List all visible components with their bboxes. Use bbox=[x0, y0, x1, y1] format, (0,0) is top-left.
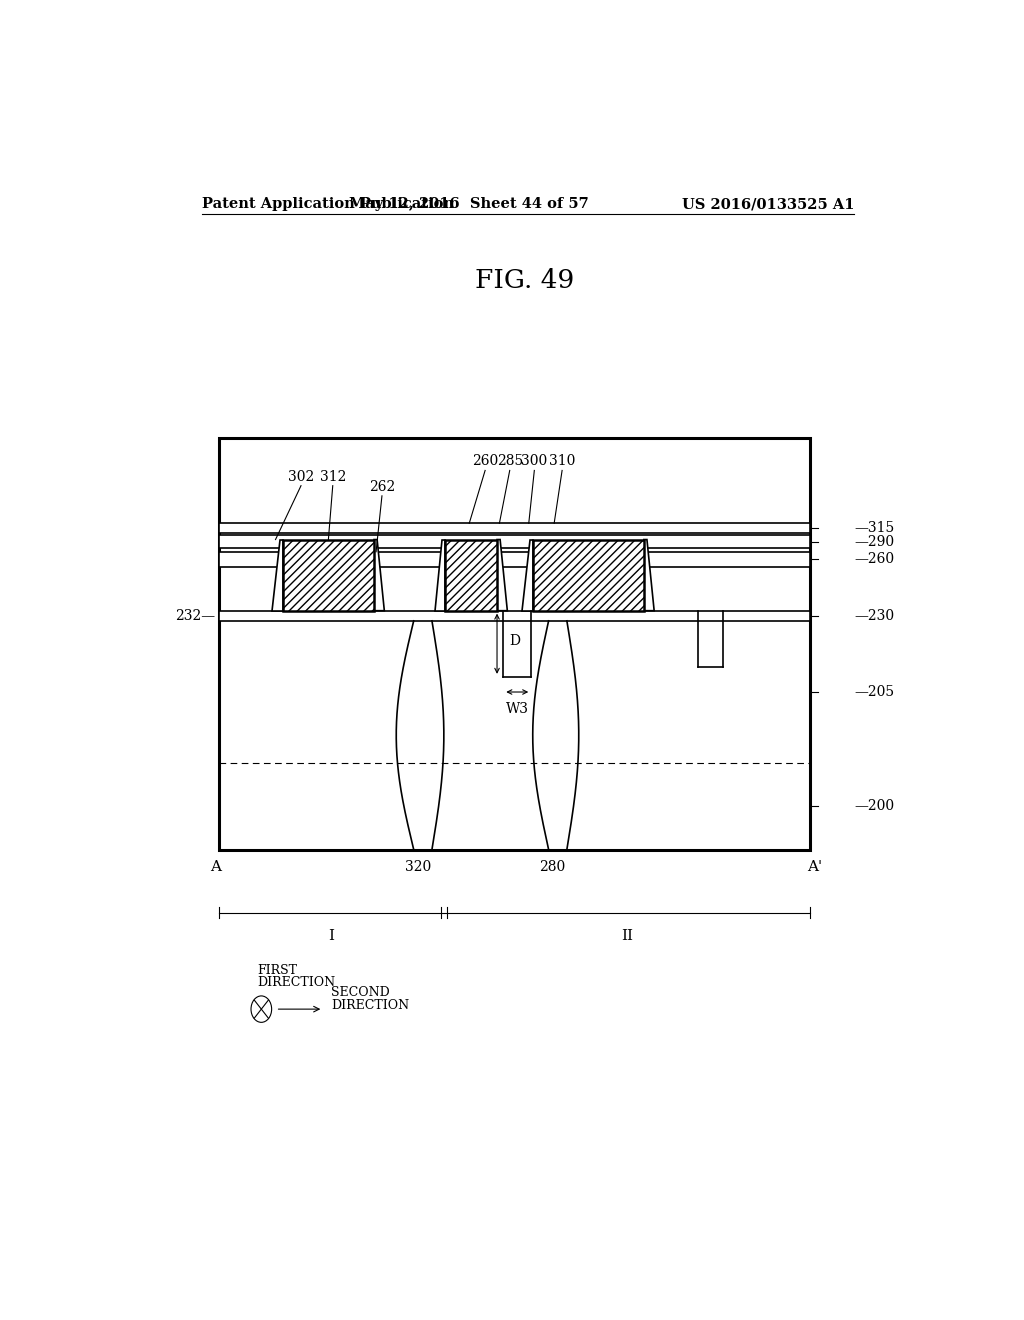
Text: SECOND: SECOND bbox=[331, 986, 390, 999]
Polygon shape bbox=[522, 540, 532, 611]
Bar bbox=[532, 540, 644, 611]
Bar bbox=[219, 611, 811, 620]
Bar bbox=[532, 540, 644, 611]
Polygon shape bbox=[435, 540, 445, 611]
Text: —315: —315 bbox=[854, 521, 894, 536]
Text: Patent Application Publication: Patent Application Publication bbox=[202, 197, 454, 211]
Text: I: I bbox=[329, 929, 335, 942]
Text: 320: 320 bbox=[404, 859, 431, 874]
Bar bbox=[219, 536, 811, 548]
Text: II: II bbox=[622, 929, 633, 942]
Text: US 2016/0133525 A1: US 2016/0133525 A1 bbox=[682, 197, 854, 211]
Text: 312: 312 bbox=[319, 470, 346, 483]
Bar bbox=[445, 540, 497, 611]
Text: —260: —260 bbox=[854, 552, 894, 566]
Polygon shape bbox=[374, 540, 384, 611]
Text: 260: 260 bbox=[472, 454, 499, 469]
Text: —200: —200 bbox=[854, 800, 894, 813]
Text: DIRECTION: DIRECTION bbox=[331, 999, 410, 1012]
Text: 280: 280 bbox=[540, 859, 565, 874]
Text: May 12, 2016  Sheet 44 of 57: May 12, 2016 Sheet 44 of 57 bbox=[349, 197, 589, 211]
Polygon shape bbox=[497, 540, 507, 611]
Bar bbox=[219, 438, 811, 850]
Text: A': A' bbox=[807, 859, 822, 874]
Bar bbox=[283, 540, 374, 611]
Bar bbox=[219, 552, 811, 568]
Text: —290: —290 bbox=[854, 535, 894, 549]
Bar bbox=[283, 540, 374, 611]
Text: —205: —205 bbox=[854, 685, 894, 700]
Text: 285: 285 bbox=[497, 454, 523, 469]
Text: 300: 300 bbox=[521, 454, 548, 469]
Bar bbox=[445, 540, 497, 611]
Text: 262: 262 bbox=[369, 479, 395, 494]
Text: 232—: 232— bbox=[175, 609, 215, 623]
Polygon shape bbox=[644, 540, 654, 611]
Text: W3: W3 bbox=[506, 702, 528, 717]
Text: DIRECTION: DIRECTION bbox=[257, 975, 336, 989]
Text: FIG. 49: FIG. 49 bbox=[475, 268, 574, 293]
Text: —230: —230 bbox=[854, 609, 894, 623]
Bar bbox=[219, 523, 811, 533]
Text: 310: 310 bbox=[549, 454, 575, 469]
Polygon shape bbox=[272, 540, 283, 611]
Text: 302: 302 bbox=[288, 470, 314, 483]
Text: D: D bbox=[509, 634, 520, 648]
Text: A: A bbox=[210, 859, 221, 874]
Text: FIRST: FIRST bbox=[257, 964, 297, 977]
